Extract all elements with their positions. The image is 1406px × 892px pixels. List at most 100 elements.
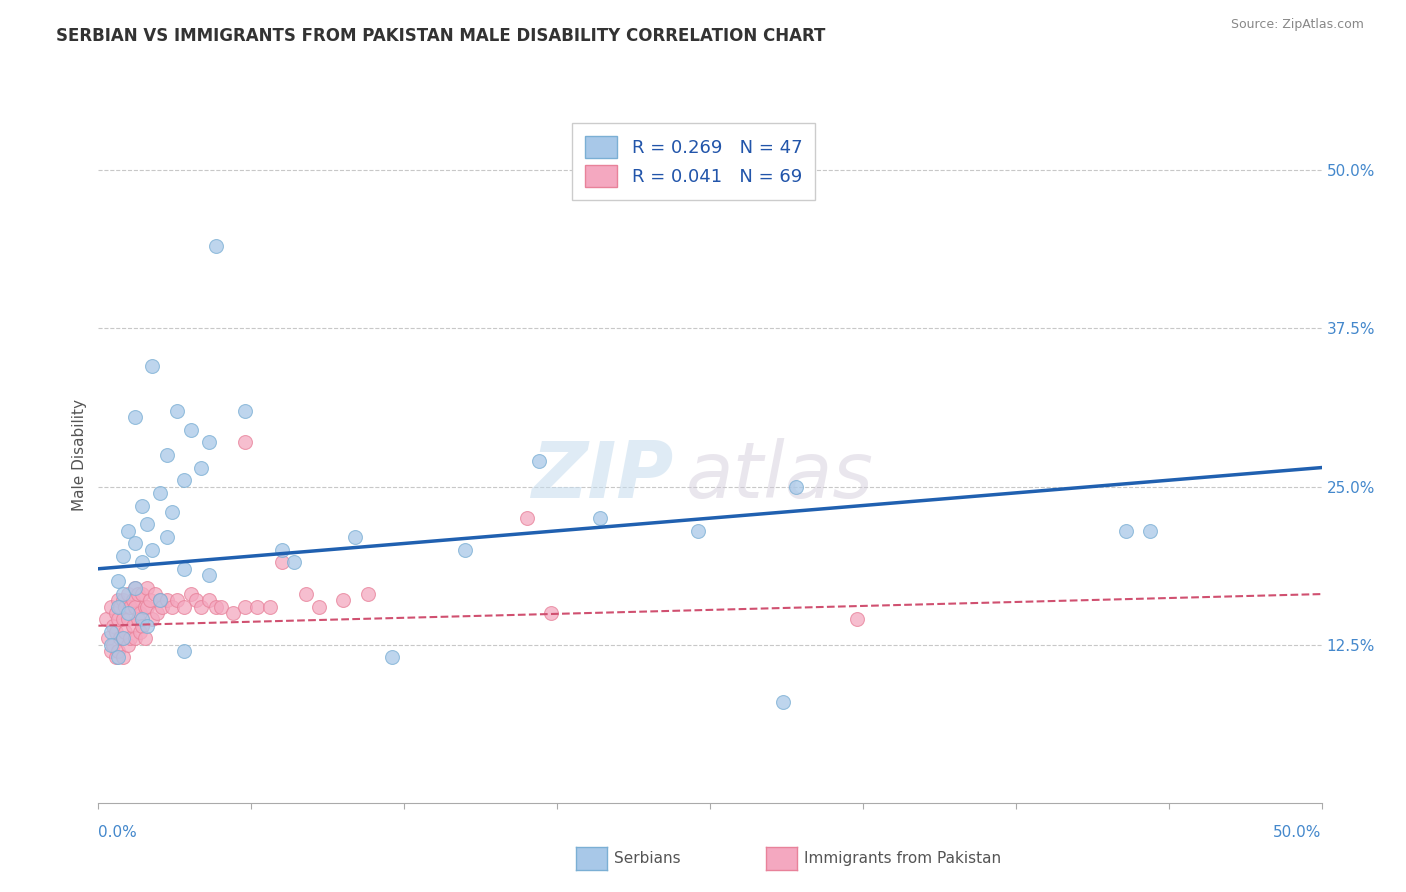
Point	[222, 606, 245, 620]
Point	[111, 650, 134, 665]
Point	[160, 505, 183, 519]
Point	[104, 606, 127, 620]
Point	[117, 606, 139, 620]
Point	[233, 435, 256, 450]
Point	[186, 593, 208, 607]
Point	[121, 593, 143, 607]
Point	[104, 625, 127, 640]
Point	[117, 638, 139, 652]
Point	[136, 618, 159, 632]
Point	[156, 593, 179, 607]
Point	[94, 612, 117, 626]
Point	[131, 612, 153, 626]
Point	[149, 593, 172, 607]
Point	[246, 599, 269, 614]
Point	[100, 599, 122, 614]
Point	[111, 612, 134, 626]
Point	[166, 403, 188, 417]
Point	[516, 511, 538, 525]
Point	[134, 632, 156, 646]
Point	[114, 599, 136, 614]
Point	[146, 606, 169, 620]
Point	[100, 625, 122, 640]
Point	[259, 599, 281, 614]
Point	[120, 632, 142, 646]
Point	[197, 593, 219, 607]
Point	[111, 587, 134, 601]
Point	[141, 359, 163, 374]
Point	[150, 599, 173, 614]
Text: Serbians: Serbians	[614, 852, 681, 866]
Point	[173, 599, 195, 614]
Point	[1139, 524, 1161, 538]
Point	[100, 638, 122, 652]
Point	[117, 524, 139, 538]
Point	[127, 612, 149, 626]
Point	[209, 599, 232, 614]
Point	[180, 423, 202, 437]
Point	[141, 542, 163, 557]
Point	[173, 562, 195, 576]
Point	[114, 625, 136, 640]
Point	[100, 644, 122, 658]
Text: 0.0%: 0.0%	[98, 825, 138, 840]
Point	[308, 599, 330, 614]
Point	[111, 593, 134, 607]
Point	[173, 473, 195, 487]
Point	[124, 409, 146, 424]
Point	[205, 599, 228, 614]
Point	[197, 435, 219, 450]
Point	[356, 587, 378, 601]
Legend: R = 0.269   N = 47, R = 0.041   N = 69: R = 0.269 N = 47, R = 0.041 N = 69	[572, 123, 815, 200]
Point	[124, 599, 146, 614]
Point	[124, 581, 146, 595]
Point	[527, 454, 550, 468]
Point	[141, 612, 163, 626]
Point	[111, 632, 134, 646]
Point	[233, 599, 256, 614]
Point	[110, 632, 132, 646]
Point	[772, 695, 794, 709]
Point	[129, 606, 152, 620]
Point	[454, 542, 477, 557]
Point	[143, 587, 166, 601]
Point	[190, 460, 212, 475]
Point	[107, 593, 129, 607]
Point	[107, 644, 129, 658]
Point	[283, 556, 305, 570]
Point	[131, 587, 153, 601]
Point	[156, 448, 179, 462]
Point	[107, 612, 129, 626]
Point	[136, 517, 159, 532]
Point	[101, 638, 124, 652]
Point	[197, 568, 219, 582]
Point	[845, 612, 868, 626]
Point	[270, 556, 294, 570]
Point	[156, 530, 179, 544]
Point	[117, 612, 139, 626]
Point	[785, 479, 807, 493]
Point	[332, 593, 354, 607]
Text: SERBIAN VS IMMIGRANTS FROM PAKISTAN MALE DISABILITY CORRELATION CHART: SERBIAN VS IMMIGRANTS FROM PAKISTAN MALE…	[56, 27, 825, 45]
Text: 50.0%: 50.0%	[1274, 825, 1322, 840]
Point	[270, 542, 294, 557]
Text: atlas: atlas	[686, 438, 873, 514]
Point	[111, 549, 134, 563]
Point	[233, 403, 256, 417]
Point	[131, 556, 153, 570]
Point	[129, 625, 152, 640]
Point	[120, 599, 142, 614]
Point	[124, 536, 146, 550]
Point	[295, 587, 318, 601]
Point	[121, 618, 143, 632]
Point	[134, 599, 156, 614]
Y-axis label: Male Disability: Male Disability	[72, 399, 87, 511]
Point	[101, 618, 124, 632]
Point	[131, 618, 153, 632]
Point	[104, 650, 127, 665]
Point	[180, 587, 202, 601]
Point	[110, 599, 132, 614]
Point	[131, 499, 153, 513]
Point	[111, 632, 134, 646]
Text: ZIP: ZIP	[531, 438, 673, 514]
